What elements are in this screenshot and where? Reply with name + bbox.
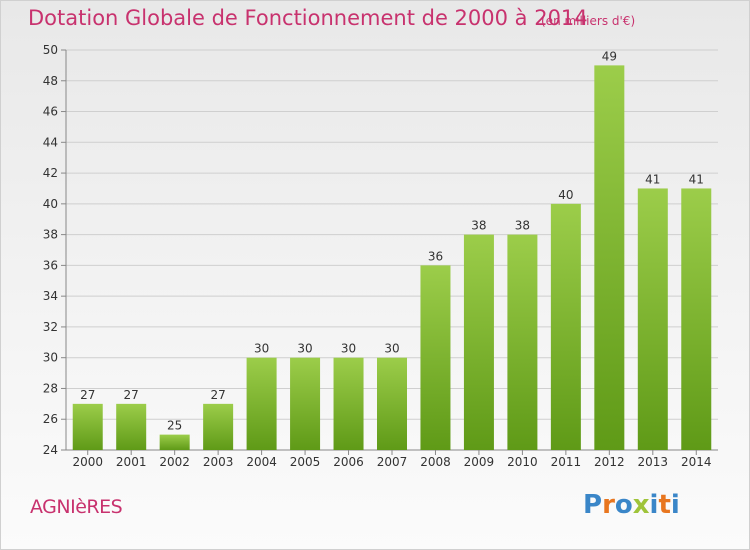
logo-letter: x: [632, 490, 650, 520]
bar-2002: [159, 434, 190, 450]
y-tick-label: 30: [43, 351, 58, 365]
x-tick-label: 2008: [420, 455, 451, 469]
chart-title: Dotation Globale de Fonctionnement de 20…: [28, 6, 588, 30]
x-tick-label: 2011: [551, 455, 582, 469]
x-tick-label: 2003: [203, 455, 234, 469]
x-tick-label: 2001: [116, 455, 147, 469]
y-tick-label: 36: [43, 258, 58, 272]
x-tick-label: 2010: [507, 455, 538, 469]
y-tick-label: 42: [43, 166, 58, 180]
value-label: 36: [428, 249, 443, 263]
value-label: 30: [254, 342, 269, 356]
y-tick-label: 24: [43, 443, 58, 457]
bar-2008: [420, 265, 451, 450]
y-tick-label: 26: [43, 412, 58, 426]
bar-2006: [333, 357, 364, 450]
y-tick-label: 34: [43, 289, 58, 303]
bar-2014: [681, 188, 712, 450]
y-tick-label: 32: [43, 320, 58, 334]
commune-name: AGNIèRES: [30, 496, 123, 518]
bar-2007: [377, 357, 407, 450]
bar-2004: [246, 357, 277, 450]
y-tick-label: 50: [43, 43, 58, 57]
x-tick-label: 2000: [72, 455, 103, 469]
y-tick-label: 38: [43, 228, 58, 242]
logo-letter: t: [658, 490, 671, 520]
bar-2001: [116, 403, 147, 450]
y-tick-label: 44: [43, 135, 58, 149]
bar-2005: [290, 357, 321, 450]
bar-2010: [507, 234, 538, 450]
x-tick-label: 2009: [464, 455, 495, 469]
y-tick-label: 40: [43, 197, 58, 211]
value-label: 40: [558, 188, 573, 202]
x-tick-label: 2006: [333, 455, 364, 469]
value-label: 49: [602, 49, 617, 63]
value-label: 30: [341, 342, 356, 356]
bar-2012: [594, 65, 625, 450]
chart-subtitle: (en milliers d'€): [541, 14, 636, 28]
x-tick-label: 2007: [377, 455, 408, 469]
value-label: 41: [689, 172, 704, 186]
value-label: 38: [515, 219, 530, 233]
value-label: 30: [384, 342, 399, 356]
logo-letter: i: [649, 490, 659, 520]
logo-letter: o: [614, 490, 633, 520]
logo-letter: P: [583, 490, 603, 520]
value-label: 30: [297, 342, 312, 356]
x-tick-label: 2004: [246, 455, 277, 469]
value-label: 38: [471, 219, 486, 233]
logo-letter: i: [670, 490, 680, 520]
bar-2011: [550, 203, 581, 450]
proxiti-logo[interactable]: Proxiti: [583, 490, 680, 520]
bar-2009: [463, 234, 494, 450]
logo-letter: r: [602, 490, 615, 520]
x-tick-label: 2002: [159, 455, 190, 469]
bar-2003: [203, 403, 234, 450]
value-label: 41: [645, 172, 660, 186]
value-label: 25: [167, 419, 182, 433]
value-label: 27: [124, 388, 139, 402]
bar-2013: [637, 188, 668, 450]
value-label: 27: [210, 388, 225, 402]
x-tick-label: 2012: [594, 455, 625, 469]
y-tick-label: 46: [43, 105, 58, 119]
x-tick-label: 2014: [681, 455, 712, 469]
value-label: 27: [80, 388, 95, 402]
x-tick-label: 2005: [290, 455, 321, 469]
x-tick-label: 2013: [638, 455, 669, 469]
y-tick-label: 28: [43, 381, 58, 395]
y-tick-label: 48: [43, 74, 58, 88]
bar-2000: [72, 403, 103, 450]
